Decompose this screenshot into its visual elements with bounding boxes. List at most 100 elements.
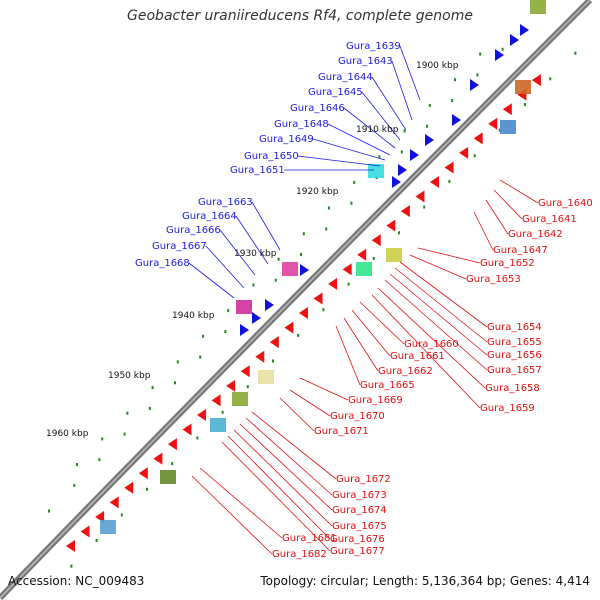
gene-label: Gura_1669: [348, 395, 403, 406]
genome-summary: Topology: circular; Length: 5,136,364 bp…: [260, 574, 590, 588]
gene-arrow: [109, 496, 119, 509]
gene-arrow: [167, 438, 177, 451]
leader-line: [239, 423, 333, 511]
tick-dot: [372, 256, 375, 260]
gene-arrow: [328, 277, 338, 290]
gene-arrow: [240, 324, 249, 336]
map-title: Geobacter uraniireducens Rf4, complete g…: [127, 8, 473, 24]
gene-label: Gura_1665: [360, 380, 415, 391]
gene-label: Gura_1671: [314, 426, 369, 437]
tick-dot: [76, 463, 78, 466]
tick-dot: [252, 283, 255, 287]
gene-arrow: [95, 510, 105, 523]
tick-dot: [322, 308, 325, 312]
leader-line: [335, 325, 361, 386]
gene-arrow: [488, 117, 498, 130]
gene-block: [210, 418, 226, 432]
tick-dot: [98, 458, 101, 462]
gene-arrow: [138, 467, 148, 480]
gene-label: Gura_1640: [538, 198, 593, 209]
gene-arrow: [300, 264, 309, 276]
leader-line: [227, 435, 331, 540]
gene-arrow: [124, 481, 134, 494]
gene-arrow: [313, 292, 323, 305]
gene-arrow: [80, 525, 90, 538]
gene-arrow: [240, 365, 250, 378]
leader-line: [251, 411, 337, 480]
gene-label: Gura_1639: [346, 41, 401, 52]
gene-arrow: [510, 34, 519, 46]
tick-dot: [126, 411, 129, 415]
tick-dot: [202, 334, 204, 338]
gene-features: [66, 0, 546, 552]
tick-dots: [48, 47, 577, 568]
tick-dot: [277, 257, 280, 261]
gene-arrow: [265, 299, 274, 311]
gene-arrow: [495, 49, 504, 61]
gene-arrow: [298, 307, 308, 320]
gene-label: Gura_1672: [336, 474, 391, 485]
gene-arrow: [502, 103, 512, 116]
gene-arrow: [153, 452, 163, 465]
gene-label: Gura_1654: [487, 322, 542, 333]
gene-arrow: [459, 146, 469, 159]
leader-line: [473, 211, 494, 251]
leader-line: [371, 76, 407, 131]
gene-arrow: [182, 423, 192, 436]
tick-dot: [347, 282, 350, 286]
gene-block: [160, 470, 176, 484]
gene-label: Gura_1663: [198, 197, 253, 208]
leader-line: [371, 294, 481, 409]
tick-dot: [70, 564, 73, 568]
gene-label: Gura_1670: [330, 411, 385, 422]
tick-dot: [448, 179, 451, 183]
tick-dot: [48, 509, 50, 513]
gene-arrow: [211, 394, 221, 407]
gene-label: Gura_1674: [332, 505, 387, 516]
leader-line: [299, 377, 349, 401]
gene-arrow: [197, 408, 207, 421]
gene-arrow: [392, 176, 401, 188]
gene-label: Gura_1681: [282, 533, 337, 544]
tick-dot: [196, 436, 199, 440]
leader-line: [233, 429, 333, 527]
kbp-label: 1950 kbp: [108, 371, 151, 381]
leader-line: [251, 201, 281, 251]
tick-dot: [302, 232, 305, 236]
leader-line: [384, 279, 488, 371]
gene-label: Gura_1652: [480, 258, 535, 269]
leader-line: [327, 123, 391, 156]
gene-block: [386, 248, 402, 262]
tick-dot: [498, 128, 501, 132]
gene-arrow: [430, 176, 439, 188]
tick-dot: [199, 355, 202, 359]
tick-dot: [297, 333, 300, 337]
gene-arrow: [531, 74, 541, 87]
tick-dot: [353, 180, 356, 184]
gene-label: Gura_1645: [308, 87, 363, 98]
gene-label: Gura_1657: [487, 365, 542, 376]
gene-label: Gura_1658: [485, 383, 540, 394]
gene-block: [236, 300, 252, 314]
leader-line: [389, 273, 488, 356]
gene-arrow: [452, 114, 461, 126]
gene-label: Gura_1651: [230, 165, 285, 176]
tick-dot: [227, 309, 230, 313]
gene-arrow: [425, 134, 434, 146]
tick-dot: [272, 359, 274, 363]
gene-label: Gura_1650: [244, 151, 299, 162]
leader-line: [485, 199, 509, 235]
tick-dot: [151, 386, 154, 390]
leader-line: [289, 389, 331, 417]
tick-dot: [423, 205, 426, 209]
tick-dot: [524, 103, 526, 106]
leader-line: [417, 247, 481, 264]
gene-label: Gura_1666: [166, 225, 221, 236]
kbp-label: 1960 kbp: [46, 429, 89, 439]
gene-label: Gura_1643: [338, 56, 393, 67]
gene-arrow: [371, 234, 381, 247]
gene-label: Gura_1642: [508, 229, 563, 240]
tick-dot: [479, 52, 482, 56]
gene-label: Gura_1673: [332, 490, 387, 501]
tick-dot: [454, 78, 456, 82]
